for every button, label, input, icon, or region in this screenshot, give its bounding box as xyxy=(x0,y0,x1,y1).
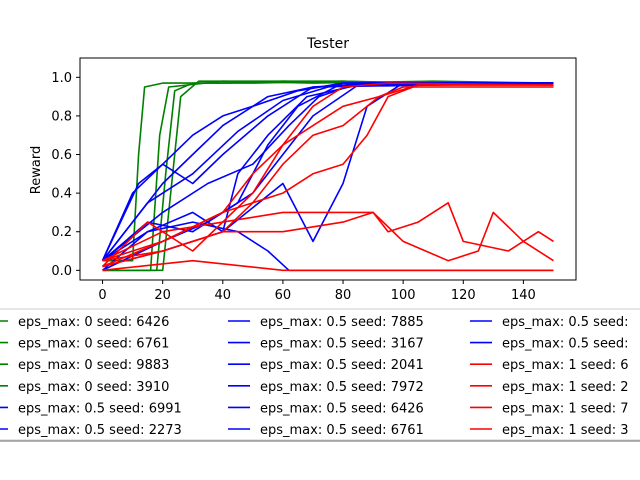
series-line-19 xyxy=(101,82,554,268)
x-tick-label-0: 0 xyxy=(98,288,106,303)
x-tick-label-2: 40 xyxy=(215,288,232,303)
legend-label-8: eps_max: 0.5 seed: 2041 xyxy=(260,358,424,373)
series-line-18 xyxy=(102,84,554,268)
series-line-5 xyxy=(101,82,554,262)
series-line-3 xyxy=(102,80,554,272)
chart-title: Tester xyxy=(306,36,349,52)
legend-label-4: eps_max: 0.5 seed: 6991 xyxy=(18,401,182,416)
x-tick-label-7: 140 xyxy=(511,288,536,303)
x-tick-label-4: 80 xyxy=(335,288,352,303)
plot-frame xyxy=(79,57,577,281)
series-line-6 xyxy=(101,82,554,262)
series-line-17 xyxy=(102,202,554,268)
y-tick-label-2: 0.4 xyxy=(51,187,72,202)
legend-label-2: eps_max: 0 seed: 9883 xyxy=(18,358,169,373)
legend-label-13: eps_max: 0.5 seed: xyxy=(502,337,629,352)
series-line-20 xyxy=(102,259,554,272)
series-layer xyxy=(101,80,554,272)
series-line-16 xyxy=(102,211,554,262)
y-tick-label-0: 0.0 xyxy=(51,264,72,279)
ticks-layer: 0 20 40 60 80 100 120 140 0.0 0.2 0.4 0.6 0.8 1.0 xyxy=(51,71,535,303)
legend-label-6: eps_max: 0.5 seed: 7885 xyxy=(260,315,424,330)
series-line-15 xyxy=(102,84,554,262)
legend-label-1: eps_max: 0 seed: 6761 xyxy=(18,337,169,352)
x-tick-label-5: 100 xyxy=(391,288,416,303)
y-axis-title: Reward xyxy=(29,146,44,194)
legend-label-9: eps_max: 0.5 seed: 7972 xyxy=(260,380,424,395)
legend-label-15: eps_max: 1 seed: 2 xyxy=(502,380,629,395)
legend-label-0: eps_max: 0 seed: 6426 xyxy=(18,315,169,330)
legend-label-14: eps_max: 1 seed: 6 xyxy=(502,358,629,373)
legend-label-3: eps_max: 0 seed: 3910 xyxy=(18,380,169,395)
legend-label-16: eps_max: 1 seed: 7 xyxy=(502,401,629,416)
legend-label-17: eps_max: 1 seed: 3 xyxy=(502,423,629,438)
legend-label-7: eps_max: 0.5 seed: 3167 xyxy=(260,337,424,352)
x-tick-label-1: 20 xyxy=(154,288,171,303)
legend: eps_max: 0 seed: 6426 eps_max: 0 seed: 67… xyxy=(0,308,640,442)
y-tick-label-5: 1.0 xyxy=(51,71,72,86)
legend-label-11: eps_max: 0.5 seed: 6761 xyxy=(260,423,424,438)
series-line-7 xyxy=(101,82,554,262)
legend-label-10: eps_max: 0.5 seed: 6426 xyxy=(260,401,424,416)
series-line-8 xyxy=(101,82,554,262)
legend-box xyxy=(0,308,640,441)
y-tick-label-3: 0.6 xyxy=(51,148,72,163)
legend-label-5: eps_max: 0.5 seed: 2273 xyxy=(18,423,182,438)
series-line-12 xyxy=(101,82,554,262)
legend-label-12: eps_max: 0.5 seed: xyxy=(502,315,629,330)
x-tick-label-6: 120 xyxy=(451,288,476,303)
y-tick-label-1: 0.2 xyxy=(51,225,72,240)
x-tick-label-3: 60 xyxy=(275,288,292,303)
y-tick-label-4: 0.8 xyxy=(51,109,72,124)
series-line-4 xyxy=(101,82,554,262)
series-line-14 xyxy=(102,86,554,262)
